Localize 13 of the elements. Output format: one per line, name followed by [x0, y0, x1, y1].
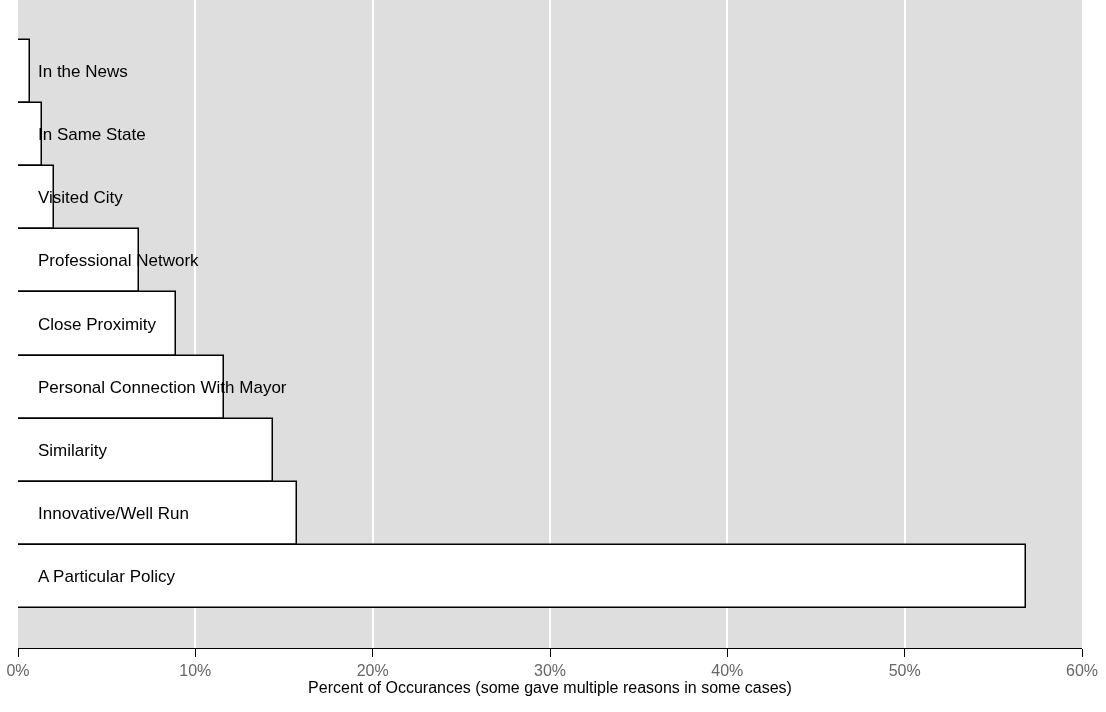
y-tick-label: Similarity [38, 441, 108, 460]
y-tick-label: In the News [38, 62, 128, 81]
x-tick-label: 30% [533, 662, 567, 680]
x-tick-label: 60% [1065, 662, 1099, 680]
y-tick-label: Close Proximity [38, 315, 157, 334]
y-tick-label: Innovative/Well Run [38, 504, 189, 523]
x-axis-title: Percent of Occurances (some gave multiple reasons in some cases) [308, 679, 792, 697]
x-tick-label: 20% [356, 662, 389, 680]
y-tick-label: A Particular Policy [38, 567, 176, 586]
x-tick-label: 10% [179, 662, 212, 680]
x-tick-label: 40% [711, 662, 744, 680]
x-tick-label: 50% [888, 662, 921, 680]
x-tick-label: 0% [6, 662, 30, 680]
